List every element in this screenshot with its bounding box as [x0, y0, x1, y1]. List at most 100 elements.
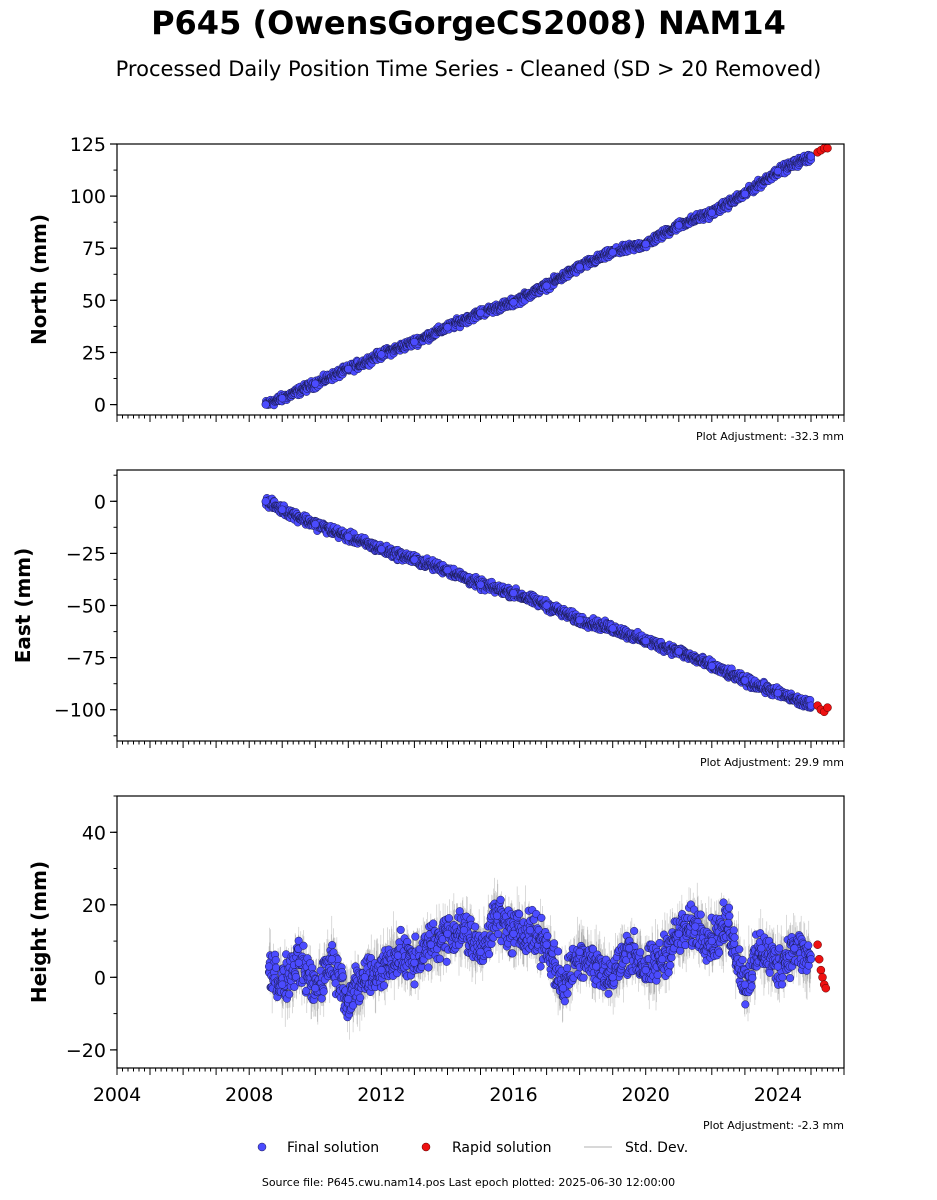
y-tick-label: 0 [94, 395, 106, 417]
legend-rapid-label: Rapid solution [452, 1140, 552, 1156]
y-tick-label: 75 [82, 238, 106, 260]
final-point [575, 616, 584, 625]
x-tick-label: 2020 [622, 1084, 670, 1106]
final-point [344, 365, 353, 374]
y-tick-label: 25 [82, 343, 106, 365]
y-tick-label: −20 [66, 1040, 106, 1062]
plot-area [261, 143, 832, 410]
final-point [592, 962, 601, 971]
final-point [443, 929, 452, 938]
y-tick-label: −50 [66, 596, 106, 618]
x-ticks [116, 1068, 845, 1075]
y-tick-label: 125 [70, 134, 106, 156]
rapid-point [818, 973, 827, 982]
final-point [509, 298, 518, 307]
final-point [542, 940, 551, 949]
final-point [559, 984, 568, 993]
final-point [773, 689, 782, 698]
final-point [658, 955, 667, 964]
final-point [773, 962, 782, 971]
plot-adjustment-label: Plot Adjustment: -2.3 mm [703, 1119, 844, 1132]
final-point [278, 505, 287, 514]
final-point [608, 248, 617, 257]
final-point [691, 922, 700, 931]
x-tick-label: 2016 [489, 1084, 537, 1106]
final-point [344, 532, 353, 541]
final-point [410, 958, 419, 967]
final-point [410, 337, 419, 347]
x-ticks [116, 415, 845, 422]
x-tick-label: 2004 [93, 1084, 141, 1106]
final-point [509, 929, 518, 938]
rapid-point [816, 965, 826, 975]
y-axis: 0 25 50 75 100 125 [70, 134, 117, 417]
rapid-point [823, 703, 832, 712]
y-tick-label: 0 [94, 967, 106, 989]
final-point [575, 947, 584, 956]
x-tick-label: 2024 [754, 1084, 802, 1106]
final-point [542, 281, 551, 290]
final-point [608, 973, 617, 982]
final-point [278, 394, 287, 403]
y-tick-label: −100 [54, 700, 106, 722]
legend-std-label: Std. Dev. [625, 1140, 688, 1156]
final-point [459, 926, 469, 935]
final-point [393, 951, 402, 960]
y-axis-title: East (mm) [11, 548, 35, 664]
final-point [377, 966, 386, 975]
x-ticks [116, 741, 845, 748]
plot-adjustment-label: Plot Adjustment: -32.3 mm [696, 430, 844, 443]
final-point [278, 980, 287, 989]
legend-final-marker [257, 1142, 267, 1152]
final-point [806, 152, 816, 161]
final-point [443, 566, 452, 575]
source-footer: Source file: P645.cwu.nam14.pos Last epo… [261, 1176, 676, 1189]
final-point [625, 944, 634, 953]
y-tick-label: 100 [70, 186, 106, 208]
final-point [806, 955, 816, 964]
legend-rapid-marker [421, 1142, 431, 1152]
final-point [674, 929, 683, 938]
final-point [542, 601, 551, 610]
final-point [344, 995, 353, 1004]
final-point [641, 636, 650, 645]
final-point [790, 944, 799, 953]
final-point [707, 661, 716, 671]
final-point [311, 984, 320, 993]
final-point [261, 497, 270, 506]
final-point [377, 545, 386, 554]
final-point [311, 520, 320, 529]
y-axis-title: Height (mm) [27, 861, 51, 1003]
final-solution-points [261, 150, 816, 410]
final-point [674, 647, 683, 656]
y-axis: 0 −25 −50 −75 −100 [54, 474, 117, 737]
axes-frame [116, 143, 845, 416]
final-point [773, 167, 782, 176]
x-tick-label: 2008 [225, 1084, 273, 1106]
plot-area [261, 494, 832, 717]
final-point [608, 624, 617, 633]
chart-subtitle: Processed Daily Position Time Series - C… [115, 57, 822, 81]
legend-final-label: Final solution [287, 1140, 379, 1156]
panel-height: −20 0 20 40 Height (mm) 2004 2008 2012 2016 2020 2… [27, 795, 845, 1132]
y-tick-label: −75 [66, 648, 106, 670]
final-point [740, 189, 749, 199]
final-point [641, 966, 650, 975]
final-point [476, 580, 485, 589]
final-point [641, 240, 650, 249]
chart-title: P645 (OwensGorgeCS2008) NAM14 [151, 4, 786, 42]
final-point [724, 918, 733, 927]
final-point [476, 947, 485, 956]
plot-area [264, 877, 831, 1040]
y-tick-label: −25 [66, 543, 106, 565]
final-point [740, 980, 749, 989]
final-point [707, 937, 716, 946]
rapid-point [821, 983, 831, 993]
final-point [492, 911, 502, 920]
final-point [509, 588, 518, 598]
final-point [707, 208, 716, 217]
panel-north: 0 25 50 75 100 125 North (mm) Plot Adjustment: … [27, 134, 845, 443]
final-point [360, 973, 369, 982]
legend: Final solution Rapid solution Std. Dev. [257, 1140, 688, 1156]
